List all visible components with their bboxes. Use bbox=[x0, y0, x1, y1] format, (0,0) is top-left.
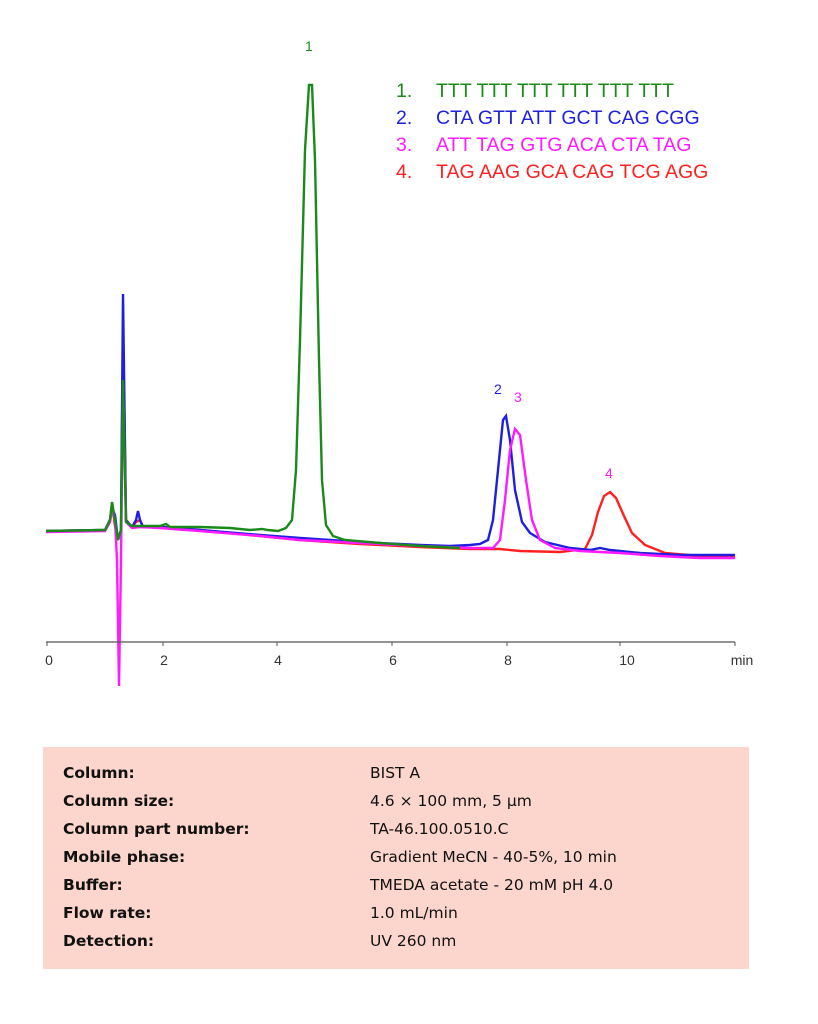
x-tick-label-4: 4 bbox=[274, 652, 282, 668]
legend-item-1: 1. TTT TTT TTT TTT TTT TTT bbox=[396, 78, 708, 105]
x-tick-label-8: 8 bbox=[504, 652, 512, 668]
legend-item-4: 4. TAG AAG GCA CAG TCG AGG bbox=[396, 159, 708, 186]
x-axis-unit: min bbox=[730, 652, 754, 668]
trace-2-blue bbox=[45, 293, 735, 557]
trace-1-green bbox=[45, 83, 461, 550]
legend-text: TTT TTT TTT TTT TTT TTT bbox=[436, 80, 674, 102]
condition-label: Column size: bbox=[63, 792, 175, 810]
legend-number: 1. bbox=[396, 80, 413, 102]
condition-value: TMEDA acetate - 20 mM pH 4.0 bbox=[370, 876, 614, 894]
condition-value: 4.6 × 100 mm, 5 µm bbox=[370, 792, 532, 810]
x-tick-label-6: 6 bbox=[389, 652, 397, 668]
condition-label: Flow rate: bbox=[63, 904, 152, 922]
legend-text: ATT TAG GTG ACA CTA TAG bbox=[436, 134, 692, 156]
condition-label: Detection: bbox=[63, 932, 155, 950]
condition-label: Buffer: bbox=[63, 876, 123, 894]
condition-value: UV 260 nm bbox=[370, 932, 457, 950]
chart-legend: 1. TTT TTT TTT TTT TTT TTT 2. CTA GTT ATT … bbox=[396, 78, 708, 186]
chromatogram-plot bbox=[45, 83, 736, 687]
legend-number: 2. bbox=[396, 107, 413, 129]
legend-item-2: 2. CTA GTT ATT GCT CAG CGG bbox=[396, 105, 708, 132]
trace-4-red bbox=[45, 334, 736, 559]
peak-label-3: 3 bbox=[514, 389, 522, 405]
condition-label: Column part number: bbox=[63, 820, 250, 838]
conditions-box: Column: BIST A Column size: 4.6 × 100 mm… bbox=[43, 747, 749, 969]
condition-value: Gradient MeCN - 40-5%, 10 min bbox=[370, 848, 617, 866]
chromatogram-chart: 0 2 4 6 8 10 min 1 2 3 4 1. TTT TTT TTT T… bbox=[45, 38, 754, 687]
condition-value: BIST A bbox=[370, 764, 421, 782]
legend-item-3: 3. ATT TAG GTG ACA CTA TAG bbox=[396, 132, 708, 159]
peak-label-2: 2 bbox=[494, 381, 502, 397]
legend-number: 4. bbox=[396, 161, 413, 183]
condition-label: Mobile phase: bbox=[63, 848, 186, 866]
peak-label-1: 1 bbox=[305, 38, 313, 54]
legend-text: CTA GTT ATT GCT CAG CGG bbox=[436, 107, 700, 129]
condition-value: TA-46.100.0510.C bbox=[370, 820, 509, 838]
x-tick-label-0: 0 bbox=[45, 652, 53, 668]
legend-text: TAG AAG GCA CAG TCG AGG bbox=[436, 161, 709, 183]
condition-label: Column: bbox=[63, 764, 135, 782]
x-tick-label-10: 10 bbox=[619, 652, 635, 668]
trace-3-magenta bbox=[45, 383, 735, 687]
condition-value: 1.0 mL/min bbox=[370, 904, 458, 922]
peak-label-4: 4 bbox=[605, 465, 613, 481]
x-tick-label-2: 2 bbox=[160, 652, 168, 668]
legend-number: 3. bbox=[396, 134, 413, 156]
